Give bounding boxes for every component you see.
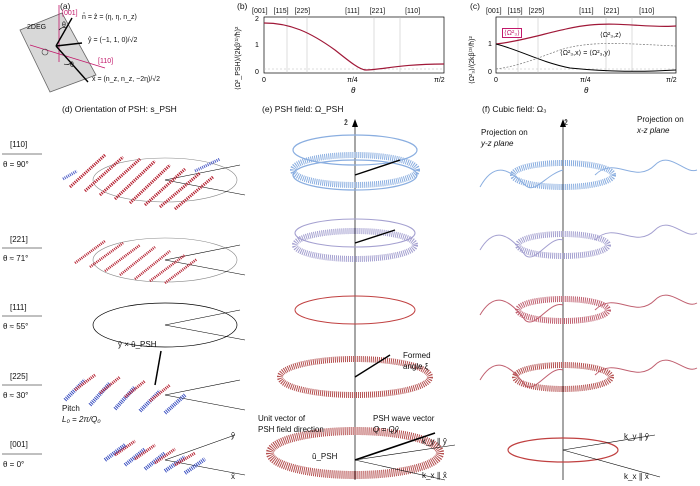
row-4-angle: θ ≈ 30° — [3, 391, 29, 400]
row-5-angle: θ = 0° — [3, 460, 25, 469]
svg-text:2: 2 — [255, 16, 259, 23]
panel-c-chart: 0 1 0 π/4 π/2 θ — [488, 16, 677, 95]
u-psh-label: û_PSH — [312, 452, 338, 461]
panel-a-diagram — [19, 5, 106, 93]
cubic-ring-2 — [515, 231, 611, 259]
wave-vector-label: PSH wave vector — [373, 414, 435, 423]
svg-text:θ: θ — [584, 86, 589, 95]
svg-text:π/2: π/2 — [666, 77, 677, 84]
pitch-equation: L₀ = 2π/Q₀ — [62, 415, 101, 424]
svg-text:0: 0 — [488, 69, 492, 76]
svg-text:0: 0 — [494, 77, 498, 84]
formed-angle-label: Formed — [403, 351, 431, 360]
panel-c-label: (c) — [470, 1, 480, 11]
psh-row-3 — [92, 302, 246, 348]
unit-vector-label-2: PSH field direction — [258, 425, 324, 434]
proj-xz-label: Projection on — [637, 115, 684, 124]
panel-e-zhat: ẑ — [344, 118, 348, 127]
panel-b-label: (b) — [237, 1, 248, 11]
svg-text:1: 1 — [255, 42, 259, 49]
cubic-ring-4 — [512, 362, 614, 392]
svg-text:1: 1 — [488, 41, 492, 48]
n-equation: n̂ = ẑ = (η, η, n_z) — [82, 14, 137, 21]
psh-curve — [263, 22, 445, 71]
svg-text:π/2: π/2 — [434, 77, 445, 84]
curve-xy-label: ⟨Ω²₃,x⟩ = ⟨Ω²₃,y⟩ — [560, 50, 611, 57]
plane-label: 2DEG — [27, 24, 47, 31]
cubic-ring-5 — [507, 437, 619, 463]
svg-text:θ: θ — [351, 86, 356, 95]
panel-b-top-ticks: [001] [115] [225] [111] [221] [110] — [252, 8, 421, 15]
row-3-dir: [111] — [10, 303, 27, 312]
psh-row-1 — [62, 153, 246, 211]
dir-110-label: [110] — [98, 58, 114, 65]
wave-vector-label-2: Q = Qŷ — [373, 425, 399, 434]
2deg-plane — [19, 12, 97, 93]
panel-e-diagram — [266, 119, 456, 481]
panel-b-chart: 0 1 2 0 π/4 π/2 θ — [255, 16, 445, 95]
proj-xz-label-2: x-z plane — [637, 126, 670, 135]
formed-angle-label-2: angle ξ — [403, 362, 429, 371]
panel-d-yhat: ŷ — [231, 431, 235, 440]
panel-d-xhat: x̂ — [231, 472, 235, 481]
dir-001-label: [001] — [62, 10, 78, 17]
row-2-angle: θ ≈ 71° — [3, 254, 29, 263]
psh-ring-5 — [266, 427, 456, 481]
psh-ring-2 — [292, 218, 418, 262]
row-1-dir: [110] — [10, 140, 28, 149]
psh-ring-4 — [277, 354, 433, 398]
n-arrow — [55, 17, 73, 47]
axis-110 — [29, 44, 106, 69]
panel-c-ylabel: ⟨Ω²₃⟩/(2kβ⁽³⁾/ħ)² — [469, 36, 476, 84]
panel-f-diagram — [479, 119, 698, 480]
cubic-ring-3 — [515, 296, 611, 324]
svg-text:0: 0 — [255, 69, 259, 76]
panel-f-ky: k_y ∥ ŷ — [624, 432, 649, 441]
svg-text:0: 0 — [262, 77, 266, 84]
psh-row-5 — [103, 434, 246, 476]
panel-b-ylabel: ⟨Ω²_PSH⟩/(2kβ⁽¹⁾/ħ)² — [235, 26, 242, 90]
cubic-ring-1 — [510, 160, 616, 190]
panel-e-title: (e) PSH field: Ω_PSH — [262, 104, 344, 114]
curve-total-label: ⟨Ω²₃⟩ — [502, 28, 522, 38]
cross-label: ŷ × û_PSH — [118, 340, 157, 349]
psh-row-2 — [74, 237, 246, 285]
y-arrow — [55, 42, 83, 47]
psh-ring-3 — [294, 295, 416, 325]
panel-d-title: (d) Orientation of PSH: s_PSH — [62, 104, 177, 114]
panel-c-top-ticks: [001] [115] [225] [111] [221] [110] — [486, 8, 655, 15]
proj-yz-label-2: y-z plane — [481, 139, 514, 148]
panel-a-label: (a) — [60, 1, 71, 11]
panel-d-diagram — [62, 153, 246, 476]
theta-label-2: θ — [70, 62, 74, 69]
y-equation: ŷ = (−1, 1, 0)/√2 — [88, 37, 138, 44]
theta-label-1: θ — [62, 22, 66, 29]
panel-f-kx: k_x ∥ x̂ — [624, 472, 649, 481]
curve-z-label: ⟨Ω²₃,z⟩ — [600, 32, 622, 39]
proj-yz-label: Projection on — [481, 128, 528, 137]
row-5-dir: [001] — [10, 440, 28, 449]
panel-e-kx: k_x ∥ x̂ — [422, 471, 447, 480]
row-3-angle: θ ≈ 55° — [3, 322, 29, 331]
unit-vector-label: Unit vector of — [258, 414, 306, 423]
x-arrow — [55, 45, 89, 83]
omega3-curve — [495, 23, 677, 45]
row-4-dir: [225] — [10, 372, 28, 381]
row-2-dir: [221] — [10, 235, 28, 244]
pitch-label: Pitch — [62, 404, 80, 413]
svg-text:π/4: π/4 — [347, 77, 358, 84]
svg-text:π/4: π/4 — [580, 77, 591, 84]
row-1-angle: θ = 90° — [3, 160, 29, 169]
psh-ring-1 — [290, 134, 420, 191]
panel-f-title: (f) Cubic field: Ω₃ — [482, 104, 547, 114]
panel-f-zhat: ẑ — [564, 118, 568, 127]
x-equation: x̂ = (n_z, n_z, −2η)/√2 — [92, 76, 161, 83]
psh-row-4 — [63, 350, 246, 415]
panel-e-ky: k_y ∥ ŷ — [422, 437, 447, 446]
